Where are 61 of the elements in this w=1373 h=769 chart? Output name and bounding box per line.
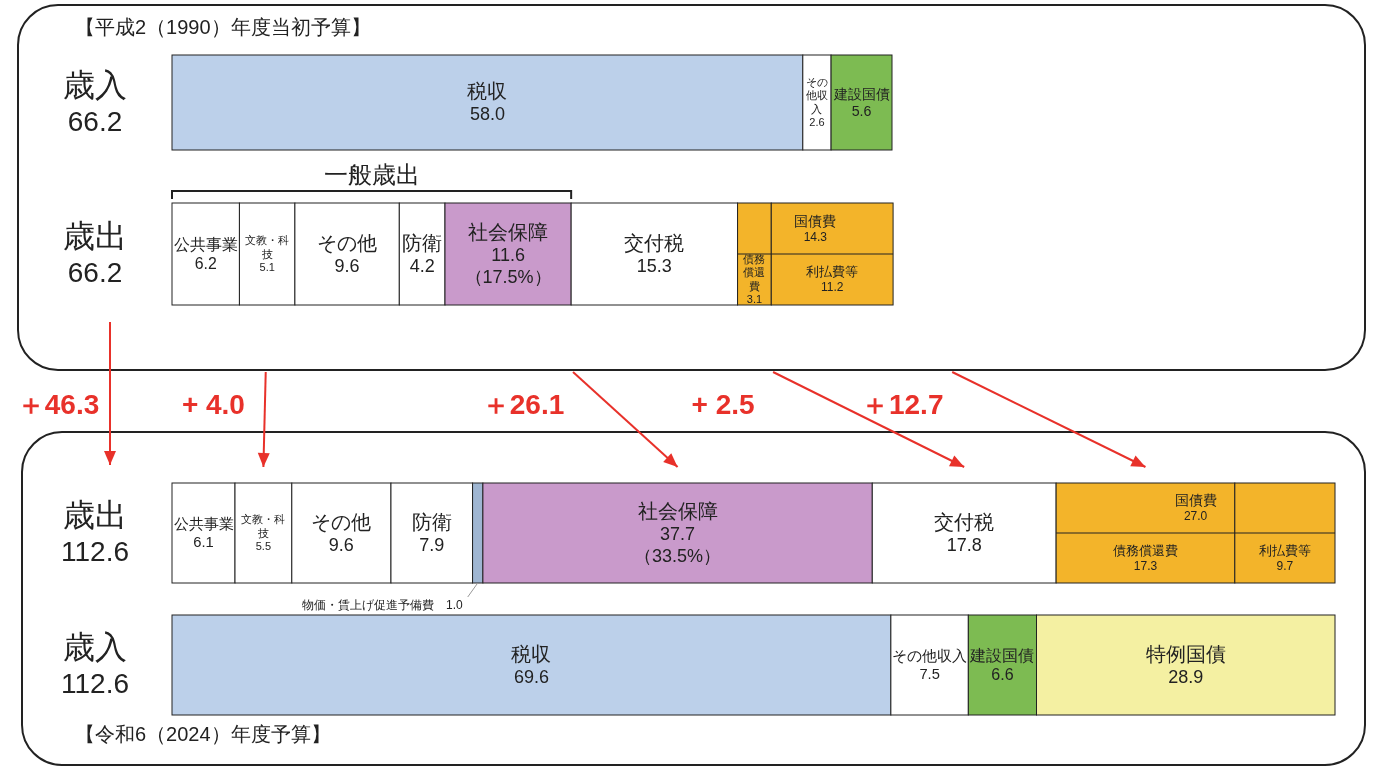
data-label: 11.2: [820, 280, 844, 295]
data-label: 6.2: [194, 254, 217, 272]
text: 物価・賃上げ促進予備費 1.0: [302, 597, 463, 612]
data-label: 15.3: [636, 255, 672, 276]
series-label: 債務償還費: [743, 253, 766, 292]
data-label: 4.2: [409, 255, 435, 276]
series-label: 税収: [511, 642, 552, 665]
text: ＋12.7: [860, 388, 944, 420]
data-label: 9.6: [334, 255, 360, 276]
series-label: 公共事業: [173, 515, 234, 532]
data-label: 5.1: [259, 260, 275, 273]
category-label: 歳入 66.2: [63, 66, 127, 137]
series-label: 利払費等: [1258, 542, 1311, 558]
chart-title: 【平成2（1990）年度当初予算】: [75, 16, 371, 39]
series-label: 交付税: [624, 231, 685, 254]
data-label: 69.6: [513, 666, 549, 687]
series-label: 防衛: [411, 510, 452, 533]
series-label: 利払費等: [806, 264, 859, 280]
series-label: 建設国債: [832, 85, 890, 102]
data-label: 9.6: [328, 534, 354, 555]
data-label: 7.9: [419, 534, 445, 555]
data-label: 28.9: [1168, 666, 1204, 687]
data-label: 17.3: [1133, 558, 1158, 573]
series-label: 社会保障: [468, 220, 549, 243]
data-label: 37.7 （33.5%）: [634, 523, 722, 566]
series-label: その他収入: [805, 76, 828, 115]
text: 【令和6（2024）年度予算】: [75, 723, 331, 746]
series-label: 債務償還費: [1112, 542, 1178, 558]
data-label: 5.6: [851, 102, 872, 119]
series-label: 社会保障: [637, 499, 718, 522]
series-label: 建設国債: [969, 645, 1035, 664]
text: + 4.0: [181, 388, 245, 420]
data-label: 17.8: [946, 534, 982, 555]
annotation: 一般歳出: [323, 160, 420, 188]
series-label: 文教・科技: [245, 234, 290, 260]
series-label: 特例国債: [1145, 642, 1226, 665]
data-label: 58.0: [469, 104, 505, 125]
text: + 2.5: [691, 388, 755, 420]
data-label: 11.6 （17.5%）: [464, 244, 552, 287]
annotation: 国債費 14.3: [794, 212, 837, 244]
data-label: 9.7: [1276, 558, 1294, 573]
text: ＋46.3: [16, 388, 100, 420]
data-label: 6.6: [991, 664, 1014, 683]
series-label: その他収入: [892, 647, 968, 664]
category-label: 歳入 112.6: [61, 629, 129, 700]
series-label: 税収: [467, 80, 508, 103]
series-label: 文教・科技: [241, 513, 286, 539]
data-label: 7.5: [919, 665, 940, 682]
series-label: 公共事業: [173, 235, 238, 253]
series-label: 交付税: [934, 510, 995, 533]
data-label: 2.6: [809, 115, 825, 128]
series-label: その他: [311, 510, 372, 533]
series-label: その他: [317, 231, 378, 254]
data-label: 6.1: [193, 533, 214, 550]
text: ＋26.1: [481, 388, 565, 420]
annotation: 国債費 27.0: [1174, 492, 1217, 524]
data-label: 5.5: [255, 539, 272, 552]
data-label: 3.1: [746, 292, 763, 305]
series-label: 防衛: [402, 231, 443, 254]
category-label: 歳出 66.2: [63, 218, 127, 289]
category-label: 歳出 112.6: [61, 497, 129, 568]
